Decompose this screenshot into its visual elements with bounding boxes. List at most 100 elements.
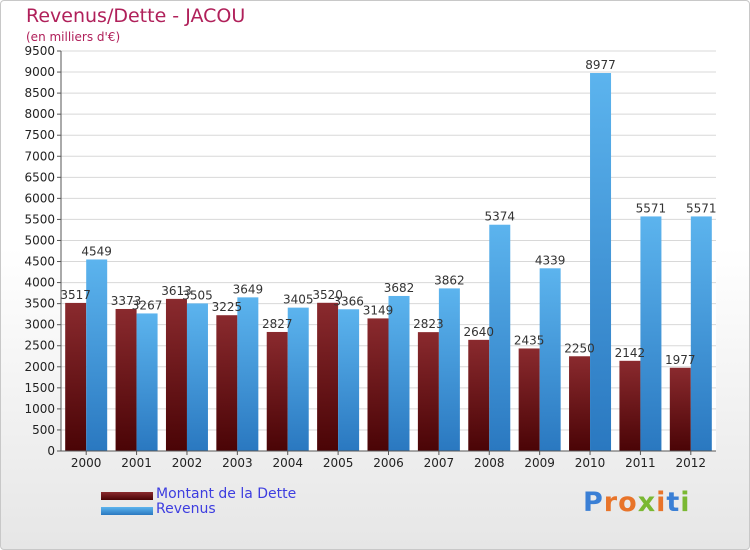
- data-label-revenus: 3405: [283, 293, 314, 307]
- legend-label-revenus: Revenus: [156, 501, 216, 517]
- y-tick-label: 5500: [24, 212, 55, 226]
- y-tick-label: 3500: [24, 297, 55, 311]
- bar-debt: [317, 302, 339, 451]
- bar-revenus: [640, 216, 662, 451]
- y-tick-label: 1000: [24, 402, 55, 416]
- data-label-debt: 3517: [60, 288, 91, 302]
- y-tick-label: 2500: [24, 339, 55, 353]
- y-tick-label: 9000: [24, 65, 55, 79]
- y-tick-label: 1500: [24, 381, 55, 395]
- bar-revenus: [338, 309, 360, 451]
- y-tick-label: 6000: [24, 191, 55, 205]
- x-axis: 2000 2001 2002 2003 2004 2005 2006 2007 2008 2009…: [61, 450, 716, 470]
- logo-letter: i: [680, 487, 691, 518]
- data-label-debt: 1977: [665, 353, 696, 367]
- data-label-debt: 3225: [212, 300, 243, 314]
- y-tick-label: 8500: [24, 86, 55, 100]
- bar-revenus: [136, 313, 158, 451]
- bar-debt: [417, 332, 439, 451]
- y-tick-label: 7500: [24, 128, 55, 142]
- data-label-debt: 2823: [413, 317, 444, 331]
- bar-revenus: [86, 259, 108, 451]
- logo-letter: i: [656, 487, 667, 518]
- legend-swatch-revenus: [101, 507, 153, 515]
- y-tick-label: 3000: [24, 318, 55, 332]
- logo-letter: P: [583, 487, 604, 518]
- data-label-debt: 2435: [514, 333, 545, 347]
- x-tick-label: 2005: [323, 456, 354, 470]
- bar-revenus: [287, 307, 309, 451]
- x-tick-label: 2007: [424, 456, 455, 470]
- data-label-debt: 2827: [262, 317, 293, 331]
- logo-letter: r: [603, 487, 619, 518]
- y-tick-label: 0: [47, 444, 55, 458]
- data-label-debt: 3613: [161, 284, 192, 298]
- data-label-revenus: 5571: [686, 201, 717, 215]
- y-tick-label: 6500: [24, 170, 55, 184]
- y-tick-label: 2000: [24, 360, 55, 374]
- bar-debt: [165, 298, 187, 451]
- data-label-revenus: 3862: [434, 273, 465, 287]
- data-label-debt: 3373: [111, 294, 142, 308]
- y-axis: 0 500 1000 1500 2000 2500 3000 3500 4000 4500 5000…: [24, 44, 62, 458]
- logo-letter: x: [637, 487, 657, 518]
- logo-letter: o: [618, 487, 638, 518]
- data-label-debt: 2250: [564, 341, 595, 355]
- bar-revenus: [438, 288, 460, 451]
- bar-revenus: [590, 73, 612, 451]
- y-tick-label: 4500: [24, 255, 55, 269]
- x-tick-label: 2008: [474, 456, 505, 470]
- bar-revenus: [237, 297, 259, 451]
- bar-revenus: [690, 216, 712, 451]
- data-label-revenus: 3649: [233, 282, 264, 296]
- legend-label-debt: Montant de la Dette: [156, 486, 297, 502]
- legend-swatch-debt: [101, 492, 153, 500]
- x-tick-label: 2003: [222, 456, 253, 470]
- data-label-revenus: 3682: [384, 281, 415, 295]
- bar-debt: [669, 367, 691, 451]
- bar-debt: [65, 302, 87, 451]
- bar-revenus: [186, 303, 208, 451]
- y-tick-label: 500: [32, 423, 55, 437]
- bar-debt: [569, 356, 591, 451]
- data-label-revenus: 5374: [484, 210, 515, 224]
- data-label-revenus: 3366: [333, 294, 364, 308]
- x-tick-label: 2009: [524, 456, 555, 470]
- bars: [65, 73, 712, 451]
- data-label-revenus: 4339: [535, 253, 566, 267]
- y-tick-label: 4000: [24, 276, 55, 290]
- chart-subtitle: (en milliers d'€): [26, 30, 121, 44]
- logo-letter: t: [666, 487, 681, 518]
- chart-title: Revenus/Dette - JACOU: [26, 5, 246, 27]
- x-tick-label: 2001: [121, 456, 152, 470]
- data-label-revenus: 3505: [182, 288, 213, 302]
- bar-revenus: [489, 224, 511, 451]
- bar-revenus: [388, 295, 410, 451]
- proxiti-logo: Proxiti: [583, 487, 691, 518]
- bar-debt: [518, 348, 540, 451]
- x-tick-label: 2011: [625, 456, 656, 470]
- bar-debt: [367, 318, 389, 451]
- bar-debt: [468, 339, 490, 451]
- data-label-debt: 3149: [363, 303, 394, 317]
- bar-debt: [216, 315, 238, 451]
- bar-debt: [115, 308, 137, 451]
- data-label-debt: 2142: [615, 346, 646, 360]
- x-tick-label: 2012: [676, 456, 707, 470]
- data-label-revenus: 8977: [585, 58, 616, 72]
- y-tick-label: 7000: [24, 149, 55, 163]
- bar-debt: [619, 360, 641, 451]
- data-label-revenus: 5571: [636, 201, 667, 215]
- y-tick-label: 5000: [24, 233, 55, 247]
- data-label-debt: 3520: [312, 288, 343, 302]
- y-tick-label: 8000: [24, 107, 55, 121]
- bar-debt: [266, 331, 288, 451]
- data-label-debt: 2640: [463, 325, 494, 339]
- data-label-revenus: 3267: [132, 298, 163, 312]
- x-tick-label: 2006: [373, 456, 404, 470]
- bar-revenus: [539, 268, 561, 451]
- data-label-revenus: 4549: [81, 244, 112, 258]
